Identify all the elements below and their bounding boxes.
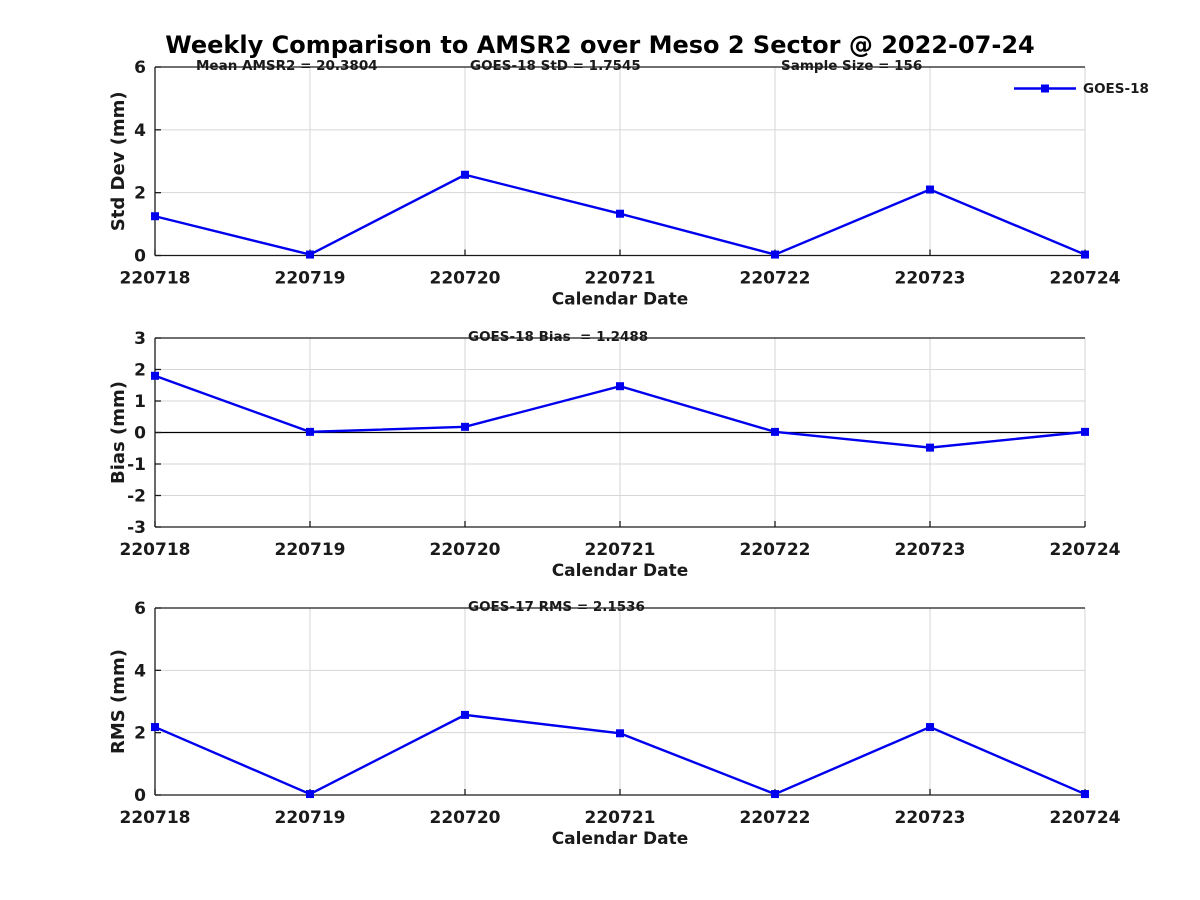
x-tick-label: 220723 [895,540,966,560]
x-tick-label: 220721 [585,808,656,828]
x-tick-label: 220723 [895,808,966,828]
y-tick-label: 1 [134,392,146,412]
x-tick-label: 220721 [585,269,656,289]
x-tick-label: 220724 [1050,269,1121,289]
data-point-marker [151,371,159,380]
data-point-marker [461,170,469,179]
x-tick-label: 220724 [1050,808,1121,828]
data-point-marker [1081,427,1089,436]
data-point-marker [771,790,779,799]
annotation-mean-amsr2: Mean AMSR2 = 20.3804 [196,58,378,74]
data-point-marker [1081,790,1089,799]
x-tick-label: 220720 [430,540,501,560]
x-tick-label: 220720 [430,808,501,828]
x-tick-label: 220718 [120,269,191,289]
x-tick-label: 220724 [1050,540,1121,560]
y-tick-label: 2 [134,361,146,381]
data-point-marker [151,723,159,732]
annotation-goes18-bias: GOES-18 Bias = 1.2488 [468,329,649,345]
y-tick-label: 0 [134,247,146,267]
x-tick-label: 220722 [740,808,811,828]
y-tick-label: 0 [134,786,146,806]
legend-line-sample [1014,84,1076,93]
y-tick-label: 6 [134,58,146,78]
y-axis-label: Std Dev (mm) [108,91,129,231]
data-point-marker [461,710,469,719]
annotation-sample-size: Sample Size = 156 [781,58,923,74]
data-point-marker [306,250,314,259]
y-tick-label: -1 [127,455,146,475]
y-tick-label: 3 [134,329,146,349]
x-tick-label: 220719 [275,808,346,828]
legend-goes-18: GOES-18 [1014,80,1149,97]
x-tick-label: 220719 [275,540,346,560]
x-tick-label: 220718 [120,540,191,560]
data-point-marker [306,427,314,436]
figure-title: Weekly Comparison to AMSR2 over Meso 2 S… [165,31,1035,59]
annotation-goes18-std: GOES-18 StD = 1.7545 [470,58,641,74]
x-axis-label: Calendar Date [552,561,689,581]
y-axis-label: RMS (mm) [108,649,129,754]
x-tick-label: 220718 [120,808,191,828]
data-point-marker [771,250,779,259]
legend-square-marker-icon [1041,84,1049,93]
y-tick-label: 6 [134,599,146,619]
y-tick-label: 4 [134,121,146,141]
data-point-marker [1081,250,1089,259]
y-tick-label: 0 [134,424,146,444]
x-axis-label: Calendar Date [552,290,689,310]
y-tick-label: 4 [134,661,146,681]
data-point-marker [151,212,159,221]
x-axis-label: Calendar Date [552,829,689,849]
y-tick-label: 2 [134,184,146,204]
x-tick-label: 220719 [275,269,346,289]
data-point-marker [461,422,469,431]
x-tick-label: 220721 [585,540,656,560]
y-axis-label: Bias (mm) [108,381,129,484]
data-point-marker [771,427,779,436]
data-point-marker [926,185,934,194]
annotation-goes17-rms: GOES-17 RMS = 2.1536 [468,599,645,615]
y-tick-label: -3 [127,518,146,538]
y-tick-label: 2 [134,724,146,744]
data-point-marker [616,209,624,218]
data-point-marker [926,723,934,732]
x-tick-label: 220722 [740,540,811,560]
x-tick-label: 220722 [740,269,811,289]
data-point-marker [926,443,934,452]
x-tick-label: 220720 [430,269,501,289]
data-point-marker [616,382,624,391]
y-tick-label: -2 [127,487,146,507]
data-point-marker [306,790,314,799]
legend-label: GOES-18 [1083,80,1149,97]
data-point-marker [616,729,624,738]
x-tick-label: 220723 [895,269,966,289]
